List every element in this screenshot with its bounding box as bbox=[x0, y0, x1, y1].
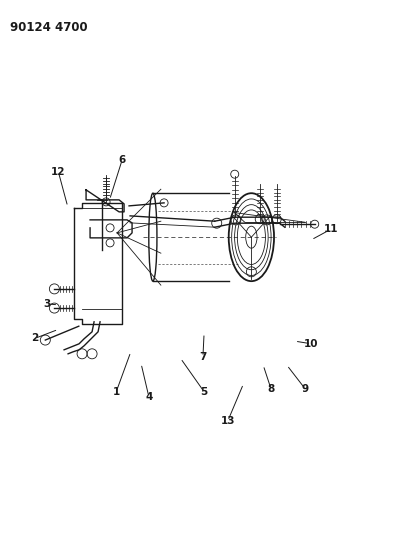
Text: 2: 2 bbox=[31, 334, 38, 343]
Text: 11: 11 bbox=[324, 224, 338, 234]
Text: 1: 1 bbox=[113, 387, 120, 397]
Text: 90124 4700: 90124 4700 bbox=[10, 21, 87, 34]
Text: 8: 8 bbox=[268, 384, 275, 394]
Text: 7: 7 bbox=[199, 352, 206, 362]
Text: 12: 12 bbox=[51, 167, 65, 176]
Text: 4: 4 bbox=[145, 392, 152, 402]
Text: 13: 13 bbox=[221, 416, 235, 426]
Text: 3: 3 bbox=[43, 299, 50, 309]
Text: 5: 5 bbox=[201, 387, 208, 397]
Text: 9: 9 bbox=[302, 384, 309, 394]
Text: 10: 10 bbox=[304, 339, 318, 349]
Text: 6: 6 bbox=[119, 155, 126, 165]
